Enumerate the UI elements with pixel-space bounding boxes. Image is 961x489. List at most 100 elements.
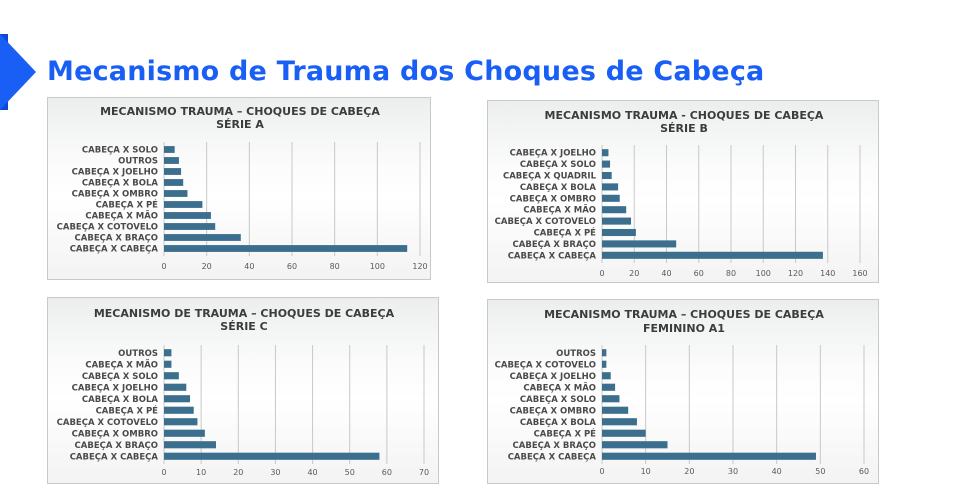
- tick-label: 40: [307, 468, 317, 477]
- category-label: OUTROS: [118, 157, 158, 167]
- category-label: CABEÇA X BOLA: [520, 183, 597, 193]
- category-label: CABEÇA X MÃO: [85, 359, 158, 370]
- bar: [602, 217, 632, 225]
- category-label: CABEÇA X OMBRO: [72, 190, 158, 200]
- category-label: CABEÇA X OMBRO: [510, 406, 596, 416]
- category-label: CABEÇA X BRAÇO: [513, 240, 596, 250]
- bar: [164, 234, 241, 241]
- bar: [164, 212, 211, 219]
- bar: [164, 360, 172, 368]
- chart-title-line: SÉRIE B: [660, 122, 708, 135]
- tick-label: 0: [161, 262, 166, 271]
- tick-label: 30: [728, 467, 738, 476]
- page-title: Mecanismo de Trauma dos Choques de Cabeç…: [47, 56, 765, 87]
- category-label: CABEÇA X BRAÇO: [75, 234, 158, 244]
- bar: [164, 441, 216, 449]
- tick-label: 60: [382, 468, 392, 477]
- chart-title-line: SÉRIE C: [220, 320, 267, 333]
- chart-panel-feminino-a1: MECANISMO TRAUMA – CHOQUES DE CABEÇA FEMI…: [487, 299, 879, 484]
- tick-label: 50: [345, 468, 355, 477]
- bar: [602, 194, 620, 202]
- chart-serie-a: MECANISMO TRAUMA – CHOQUES DE CABEÇASÉRI…: [57, 105, 428, 271]
- bar: [602, 251, 823, 259]
- bar: [164, 223, 216, 230]
- category-label: CABEÇA X COTOVELO: [495, 217, 596, 227]
- category-label: CABEÇA X MÃO: [85, 211, 158, 222]
- bar: [602, 349, 607, 357]
- tick-label: 80: [726, 269, 736, 278]
- category-label: CABEÇA X JOELHO: [72, 168, 158, 178]
- tick-label: 120: [788, 269, 803, 278]
- bar: [164, 429, 205, 437]
- bar: [602, 360, 607, 368]
- chart-title-line: SÉRIE A: [216, 118, 264, 131]
- category-label: CABEÇA X CABEÇA: [508, 452, 597, 462]
- bar: [602, 406, 629, 414]
- bar: [602, 383, 616, 391]
- tick-label: 100: [756, 269, 771, 278]
- tick-label: 10: [196, 468, 206, 477]
- category-label: CABEÇA X BOLA: [82, 179, 159, 189]
- bar: [602, 206, 627, 214]
- tick-label: 140: [820, 269, 835, 278]
- bar: [602, 429, 646, 437]
- tick-label: 20: [629, 269, 639, 278]
- chart-title-line: MECANISMO TRAUMA – CHOQUES DE CABEÇA: [544, 308, 824, 321]
- tick-label: 70: [419, 468, 429, 477]
- bar: [602, 149, 609, 157]
- tick-label: 50: [815, 467, 825, 476]
- bar: [164, 406, 194, 414]
- category-label: CABEÇA X PÉ: [96, 199, 159, 211]
- category-label: CABEÇA X QUADRIL: [503, 172, 597, 182]
- tick-label: 20: [233, 468, 243, 477]
- bar: [164, 349, 172, 357]
- tick-label: 160: [852, 269, 867, 278]
- bar: [164, 245, 408, 252]
- chart-title-line: MECANISMO TRAUMA – CHOQUES DE CABEÇA: [100, 105, 380, 118]
- bar: [602, 171, 612, 180]
- bar: [164, 168, 182, 175]
- category-label: CABEÇA X PÉ: [534, 427, 597, 439]
- bar: [602, 452, 816, 460]
- tick-label: 20: [202, 262, 212, 271]
- chart-title-line: FEMININO A1: [643, 322, 725, 335]
- category-label: CABEÇA X MÃO: [523, 382, 596, 393]
- category-label: CABEÇA X OMBRO: [72, 429, 158, 439]
- category-label: OUTROS: [118, 349, 158, 359]
- chart-feminino-a1: MECANISMO TRAUMA – CHOQUES DE CABEÇAFEMI…: [495, 308, 869, 476]
- bar: [164, 179, 184, 186]
- category-label: CABEÇA X COTOVELO: [57, 418, 158, 428]
- bar: [164, 190, 188, 197]
- tick-label: 120: [412, 262, 427, 271]
- chart-serie-b: MECANISMO TRAUMA - CHOQUES DE CABEÇASÉRI…: [495, 109, 868, 278]
- category-label: CABEÇA X PÉ: [534, 227, 597, 239]
- bar: [164, 201, 203, 208]
- bar: [164, 146, 175, 153]
- category-label: CABEÇA X PÉ: [96, 404, 159, 416]
- bar: [164, 383, 187, 391]
- category-label: CABEÇA X SOLO: [82, 146, 158, 156]
- bar: [602, 160, 611, 168]
- tick-label: 100: [370, 262, 385, 271]
- category-label: CABEÇA X BRAÇO: [513, 441, 596, 451]
- bar: [602, 372, 611, 380]
- bar: [602, 183, 619, 191]
- category-label: CABEÇA X COTOVELO: [57, 223, 158, 233]
- bar: [602, 418, 637, 426]
- category-label: CABEÇA X BOLA: [82, 395, 159, 405]
- category-label: CABEÇA X MÃO: [523, 205, 596, 216]
- category-label: CABEÇA X JOELHO: [510, 149, 596, 159]
- tick-label: 10: [641, 467, 651, 476]
- tick-label: 0: [599, 269, 604, 278]
- bar: [602, 395, 620, 403]
- tick-label: 60: [859, 467, 869, 476]
- tick-label: 40: [772, 467, 782, 476]
- bar: [164, 372, 179, 380]
- tick-label: 80: [330, 262, 340, 271]
- bar: [164, 395, 190, 403]
- category-label: CABEÇA X OMBRO: [510, 194, 596, 204]
- category-label: CABEÇA X JOELHO: [72, 383, 158, 393]
- tick-label: 30: [270, 468, 280, 477]
- category-label: OUTROS: [556, 349, 596, 359]
- chart-title-line: MECANISMO DE TRAUMA – CHOQUES DE CABEÇA: [94, 307, 395, 320]
